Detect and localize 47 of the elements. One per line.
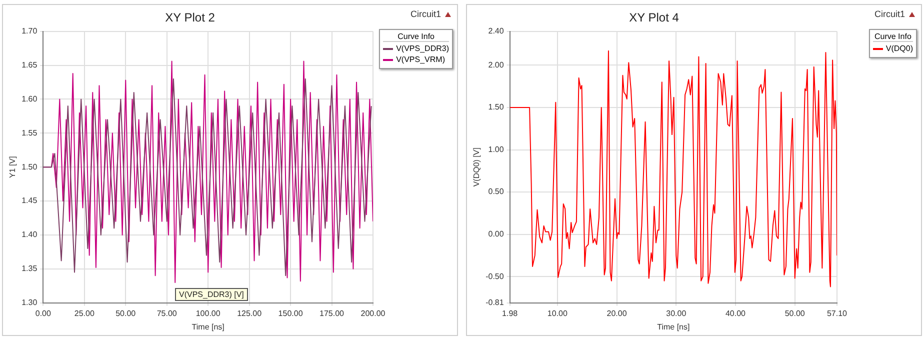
y-tick-label: -0.50	[486, 272, 504, 281]
legend-title: Curve Info	[872, 32, 913, 42]
y-tick-label: 1.35	[22, 264, 38, 274]
y-axis-title: V(DQ0) [V]	[472, 148, 482, 187]
y-tick-label: 1.45	[22, 196, 38, 206]
x-tick-label: 10.00	[547, 308, 568, 318]
legend-label: V(VPS_DDR3)	[396, 44, 449, 53]
x-tick-label: 0.00	[35, 308, 52, 318]
y-tick-label: 1.30	[22, 298, 38, 308]
legend-label: V(DQ0)	[886, 44, 913, 53]
x-tick-label: 75.00	[156, 308, 178, 318]
y-tick-label: 1.55	[22, 128, 38, 138]
y-tick-label: 0.50	[488, 187, 504, 196]
y-axis-title: Y1 [V]	[8, 156, 18, 178]
y-tick-label: 1.50	[488, 102, 504, 112]
x-tick-label: 125.00	[237, 308, 262, 318]
x-tick-label: 1.98	[502, 308, 518, 318]
x-tick-label: 100.00	[196, 308, 221, 318]
legend-label: V(VPS_VRM)	[396, 55, 445, 64]
text: Circuit1	[874, 9, 905, 19]
y-tick-label: 1.60	[22, 94, 38, 104]
x-tick-label: 57.10	[826, 308, 848, 318]
x-tick-label: 30.00	[666, 308, 687, 318]
x-tick-label: 40.00	[725, 308, 746, 318]
y-tick-label: 0.00	[488, 230, 504, 239]
x-tick-label: 200.00	[360, 308, 386, 318]
y-tick-label: 1.65	[22, 60, 38, 70]
x-tick-label: 20.00	[606, 308, 628, 318]
y-tick-label: 1.40	[22, 230, 38, 240]
y-tick-label: 2.40	[488, 26, 504, 36]
x-tick-label: 25.00	[74, 308, 95, 318]
x-tick-label: 50.00	[116, 308, 136, 318]
y-tick-label: 1.70	[22, 26, 38, 36]
legend-title: Curve Info	[383, 32, 449, 42]
y-tick-label: -0.81	[486, 298, 504, 308]
x-axis-title: Time [ns]	[192, 322, 224, 332]
x-tick-label: 150.00	[278, 308, 304, 318]
chart-title: XY Plot 4	[629, 10, 680, 25]
text: Circuit1	[410, 9, 441, 19]
x-axis-title: Time [ns]	[657, 322, 690, 332]
y-tick-label: 1.50	[22, 162, 38, 172]
x-tick-label: 50.00	[784, 308, 806, 318]
y-tick-label: 1.00	[488, 144, 504, 154]
x-tick-label: 175.00	[320, 308, 345, 318]
annotation: V(VPS_DDR3) [V]	[175, 288, 248, 301]
y-tick-label: 2.00	[488, 60, 504, 70]
chart-title: XY Plot 2	[165, 10, 216, 25]
